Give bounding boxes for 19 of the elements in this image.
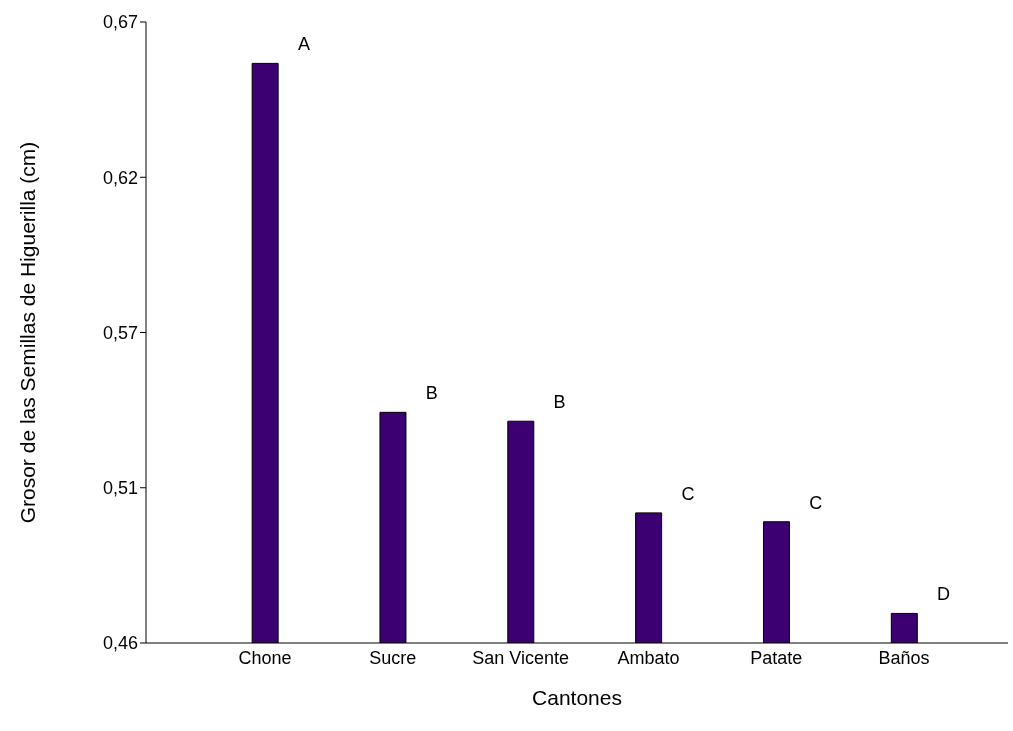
x-tick-label: Patate: [750, 647, 803, 668]
x-tick-label: Baños: [878, 647, 930, 668]
y-tick-label: 0,62: [102, 167, 138, 188]
x-axis-title: Cantones: [532, 686, 622, 709]
y-tick-label: 0,67: [102, 12, 138, 33]
annotation: C: [809, 492, 823, 513]
annotation: C: [681, 483, 695, 504]
x-tick-label: Chone: [238, 647, 292, 668]
y-tick-label: 0,46: [102, 633, 138, 654]
x-tick-label: Sucre: [369, 647, 417, 668]
annotation: D: [937, 584, 951, 605]
x-tick-label: San Vicente: [472, 647, 569, 668]
annotation: B: [425, 383, 438, 404]
x-tick-label: Ambato: [617, 647, 680, 668]
y-axis-title: Grosor de las Semillas de Higuerilla (cm): [16, 141, 40, 524]
y-tick-label: 0,57: [102, 322, 138, 343]
y-tick-label: 0,51: [102, 478, 138, 499]
annotation: B: [553, 392, 566, 413]
annotation: A: [297, 34, 310, 55]
